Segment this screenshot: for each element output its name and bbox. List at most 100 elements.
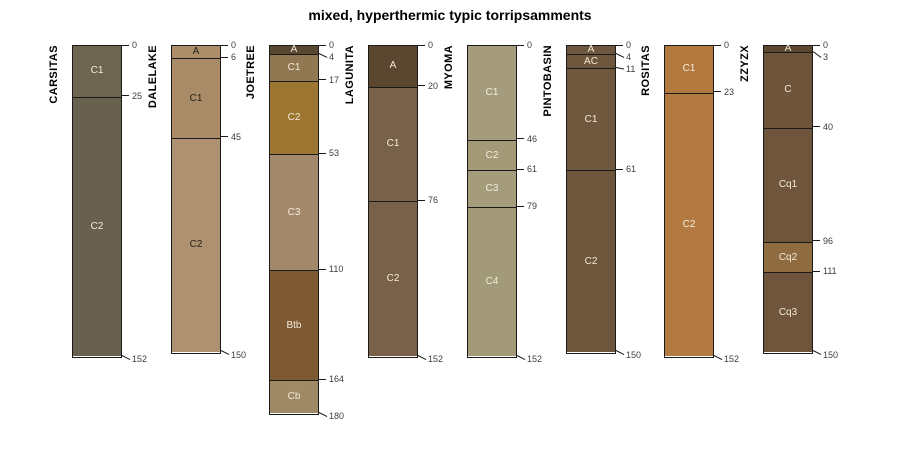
depth-tick-leader-line xyxy=(318,52,328,58)
horizon-label: C1 xyxy=(90,65,104,77)
depth-tick-label: 76 xyxy=(428,195,439,205)
horizon-band: C2 xyxy=(270,80,318,155)
depth-tick-label: 45 xyxy=(231,131,242,142)
horizon-label: C1 xyxy=(584,113,598,125)
profile-column: C1 C2 C3 C4 xyxy=(467,45,517,358)
horizon-label: AC xyxy=(584,55,598,67)
profile-column: A C1 C2 xyxy=(368,45,418,358)
horizon-band: Cb xyxy=(270,380,318,414)
horizon-band: A xyxy=(567,44,615,56)
profile-column: A C1 C2 C3 Btb Cb xyxy=(269,45,319,416)
depth-tick-label: 6 xyxy=(231,52,237,63)
horizon-band: C1 xyxy=(665,46,713,93)
profile-name-label: ROSITAS xyxy=(640,45,652,96)
depth-tick xyxy=(418,44,425,46)
depth-tick xyxy=(517,44,524,46)
depth-tick xyxy=(122,44,129,46)
depth-tick-label: 61 xyxy=(626,164,637,175)
depth-tick xyxy=(714,91,721,93)
depth-tick-label: 96 xyxy=(823,235,834,246)
horizon-label: C3 xyxy=(485,183,499,195)
depth-tick xyxy=(813,44,820,46)
horizon-label: A xyxy=(784,43,792,55)
depth-tick-label: 4 xyxy=(329,52,335,62)
depth-tick-label: 152 xyxy=(527,354,543,364)
depth-tick-label: 150 xyxy=(231,349,247,360)
horizon-band: C2 xyxy=(665,92,713,356)
depth-tick-label: 25 xyxy=(132,90,143,101)
depth-tick xyxy=(517,205,524,207)
horizon-band: C3 xyxy=(468,170,516,208)
horizon-band: C1 xyxy=(468,46,516,140)
horizon-band: Cq3 xyxy=(764,272,812,352)
depth-tick-leader-line xyxy=(812,350,822,356)
horizon-band: A xyxy=(270,45,318,55)
profile-column: A AC C1 C2 xyxy=(566,45,616,354)
horizon-band: C1 xyxy=(73,46,121,97)
profile-name-label: ZZYZX xyxy=(739,45,751,82)
horizon-label: Cq3 xyxy=(778,306,798,318)
depth-tick-label: 61 xyxy=(527,164,538,175)
depth-tick-label: 111 xyxy=(823,266,837,277)
horizon-label: C2 xyxy=(90,220,104,232)
depth-tick-label: 53 xyxy=(329,148,340,159)
depth-tick xyxy=(517,168,524,170)
horizon-label: C4 xyxy=(485,276,499,288)
horizon-band: C1 xyxy=(172,58,220,138)
depth-tick-label: 152 xyxy=(428,354,444,364)
depth-tick-leader-line xyxy=(713,354,723,360)
horizon-band: C2 xyxy=(567,170,615,352)
horizon-band: C2 xyxy=(73,96,121,356)
depth-tick-leader-line xyxy=(220,350,230,356)
depth-tick xyxy=(418,199,425,201)
profile-column: C1 C2 xyxy=(664,45,714,358)
horizon-label: A xyxy=(192,46,200,58)
depth-tick xyxy=(418,85,425,87)
depth-tick-label: 46 xyxy=(527,133,538,144)
profile-column: C1 C2 xyxy=(72,45,122,358)
horizon-label: C2 xyxy=(189,239,203,251)
depth-tick-leader-line xyxy=(121,354,131,360)
depth-tick-label: 17 xyxy=(329,74,340,85)
depth-tick-label: 0 xyxy=(329,40,335,50)
depth-tick-label: 0 xyxy=(626,40,632,50)
depth-tick-leader-line xyxy=(516,354,526,360)
profile-name-label: JOETREE xyxy=(245,45,257,100)
depth-tick xyxy=(616,168,623,170)
depth-tick xyxy=(517,138,524,140)
horizon-band: AC xyxy=(567,54,615,69)
depth-tick xyxy=(319,268,326,270)
depth-tick-label: 40 xyxy=(823,121,834,132)
profile-name-label: MYOMA xyxy=(443,45,455,90)
horizon-band: C2 xyxy=(468,139,516,171)
depth-tick-label: 180 xyxy=(329,411,345,422)
horizon-label: Btb xyxy=(286,319,302,331)
chart-title: mixed, hyperthermic typic torripsamments xyxy=(308,7,592,23)
profile-name-label: DALELAKE xyxy=(147,45,159,109)
depth-tick xyxy=(813,126,820,128)
profile-column: A C1 C2 xyxy=(171,45,221,354)
horizon-band: Cq2 xyxy=(764,241,812,273)
depth-tick xyxy=(319,378,326,380)
horizon-band: A xyxy=(764,43,812,55)
depth-tick-label: 164 xyxy=(329,374,345,385)
profile-column: A C Cq1 Cq2 Cq3 xyxy=(763,43,813,354)
depth-tick-leader-line xyxy=(417,354,427,360)
profile-name-label: CARSITAS xyxy=(48,45,60,104)
horizon-band: Cq1 xyxy=(764,127,812,242)
depth-tick-label: 150 xyxy=(823,349,839,360)
horizon-label: A xyxy=(587,44,595,56)
horizon-label: C2 xyxy=(386,273,400,284)
depth-tick-leader-line xyxy=(318,411,328,417)
depth-tick-label: 0 xyxy=(724,40,730,50)
horizon-band: C1 xyxy=(369,86,417,201)
depth-tick-label: 0 xyxy=(527,40,533,50)
depth-tick-label: 20 xyxy=(428,80,439,91)
horizon-label: C2 xyxy=(287,111,301,123)
horizon-band: Btb xyxy=(270,270,318,381)
horizon-label: C2 xyxy=(682,218,696,230)
horizon-label: C xyxy=(784,84,792,96)
horizon-label: C2 xyxy=(485,149,499,161)
horizon-band: C xyxy=(764,52,812,128)
horizon-label: C1 xyxy=(189,92,203,104)
